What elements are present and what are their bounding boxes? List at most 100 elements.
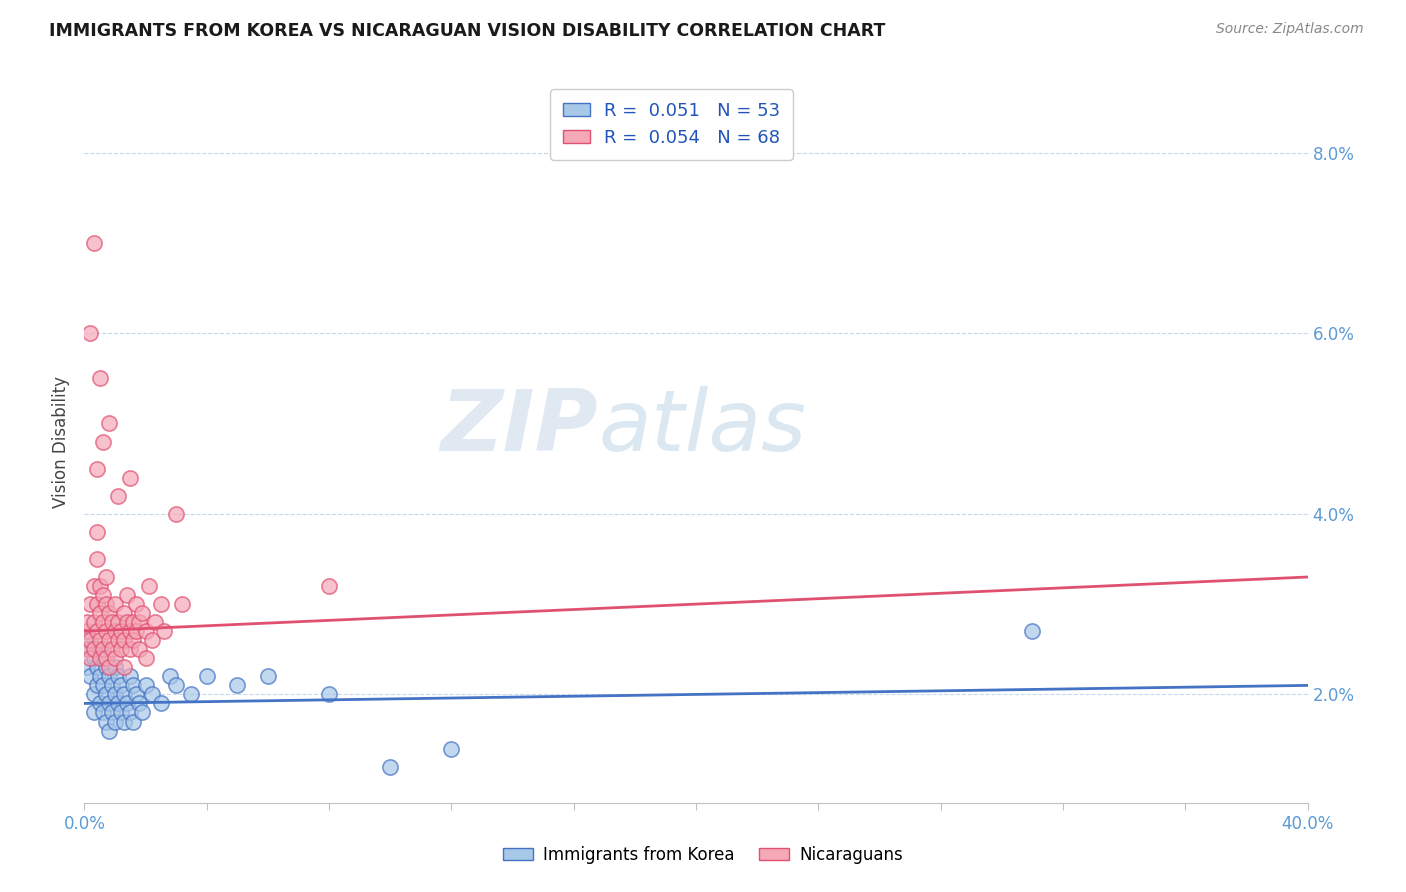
- Point: [101, 706, 124, 720]
- Point: [138, 579, 160, 593]
- Point: [120, 624, 142, 639]
- Point: [97, 669, 120, 683]
- Point: [104, 624, 127, 639]
- Point: [112, 687, 135, 701]
- Point: [110, 706, 132, 720]
- Point: [79, 669, 101, 683]
- Point: [153, 624, 176, 639]
- Point: [83, 687, 105, 701]
- Point: [83, 642, 105, 657]
- Point: [110, 624, 132, 639]
- Point: [440, 741, 463, 756]
- Point: [94, 597, 117, 611]
- Point: [94, 660, 117, 674]
- Point: [131, 606, 153, 620]
- Point: [83, 579, 105, 593]
- Point: [112, 606, 135, 620]
- Point: [104, 714, 127, 729]
- Point: [76, 633, 98, 648]
- Text: IMMIGRANTS FROM KOREA VS NICARAGUAN VISION DISABILITY CORRELATION CHART: IMMIGRANTS FROM KOREA VS NICARAGUAN VISI…: [49, 22, 886, 40]
- Point: [86, 660, 108, 674]
- Point: [112, 660, 135, 674]
- Point: [257, 669, 280, 683]
- Point: [91, 678, 114, 692]
- Point: [122, 678, 145, 692]
- Point: [112, 633, 135, 648]
- Point: [195, 669, 218, 683]
- Point: [131, 706, 153, 720]
- Point: [143, 615, 166, 630]
- Text: Source: ZipAtlas.com: Source: ZipAtlas.com: [1216, 22, 1364, 37]
- Point: [180, 687, 202, 701]
- Point: [104, 651, 127, 665]
- Point: [79, 633, 101, 648]
- Point: [76, 624, 98, 639]
- Point: [101, 615, 124, 630]
- Point: [110, 678, 132, 692]
- Point: [79, 642, 101, 657]
- Point: [83, 706, 105, 720]
- Point: [83, 651, 105, 665]
- Point: [104, 597, 127, 611]
- Point: [122, 615, 145, 630]
- Point: [79, 651, 101, 665]
- Point: [115, 615, 138, 630]
- Point: [94, 651, 117, 665]
- Point: [79, 597, 101, 611]
- Point: [1021, 624, 1043, 639]
- Point: [141, 633, 163, 648]
- Point: [128, 615, 150, 630]
- Point: [89, 579, 111, 593]
- Point: [120, 706, 142, 720]
- Point: [135, 651, 157, 665]
- Point: [97, 606, 120, 620]
- Point: [115, 588, 138, 602]
- Point: [83, 235, 105, 250]
- Point: [97, 723, 120, 738]
- Point: [89, 651, 111, 665]
- Point: [76, 660, 98, 674]
- Point: [125, 687, 148, 701]
- Legend: Immigrants from Korea, Nicaraguans: Immigrants from Korea, Nicaraguans: [496, 839, 910, 871]
- Y-axis label: Vision Disability: Vision Disability: [52, 376, 70, 508]
- Point: [318, 579, 340, 593]
- Point: [91, 434, 114, 449]
- Point: [76, 615, 98, 630]
- Point: [107, 697, 129, 711]
- Point: [125, 597, 148, 611]
- Point: [110, 642, 132, 657]
- Point: [89, 633, 111, 648]
- Point: [86, 524, 108, 539]
- Point: [86, 461, 108, 475]
- Point: [89, 606, 111, 620]
- Point: [125, 624, 148, 639]
- Point: [318, 687, 340, 701]
- Point: [89, 642, 111, 657]
- Point: [91, 706, 114, 720]
- Point: [94, 687, 117, 701]
- Point: [97, 697, 120, 711]
- Point: [128, 642, 150, 657]
- Point: [91, 588, 114, 602]
- Text: ZIP: ZIP: [440, 385, 598, 468]
- Point: [91, 615, 114, 630]
- Point: [115, 697, 138, 711]
- Point: [159, 669, 181, 683]
- Point: [135, 678, 157, 692]
- Point: [107, 615, 129, 630]
- Point: [104, 687, 127, 701]
- Point: [94, 570, 117, 584]
- Point: [89, 669, 111, 683]
- Legend: R =  0.051   N = 53, R =  0.054   N = 68: R = 0.051 N = 53, R = 0.054 N = 68: [550, 89, 793, 160]
- Point: [94, 714, 117, 729]
- Point: [122, 714, 145, 729]
- Point: [101, 678, 124, 692]
- Point: [97, 660, 120, 674]
- Point: [97, 417, 120, 431]
- Point: [120, 642, 142, 657]
- Point: [89, 371, 111, 385]
- Point: [86, 678, 108, 692]
- Point: [226, 678, 249, 692]
- Point: [79, 326, 101, 340]
- Point: [380, 760, 402, 774]
